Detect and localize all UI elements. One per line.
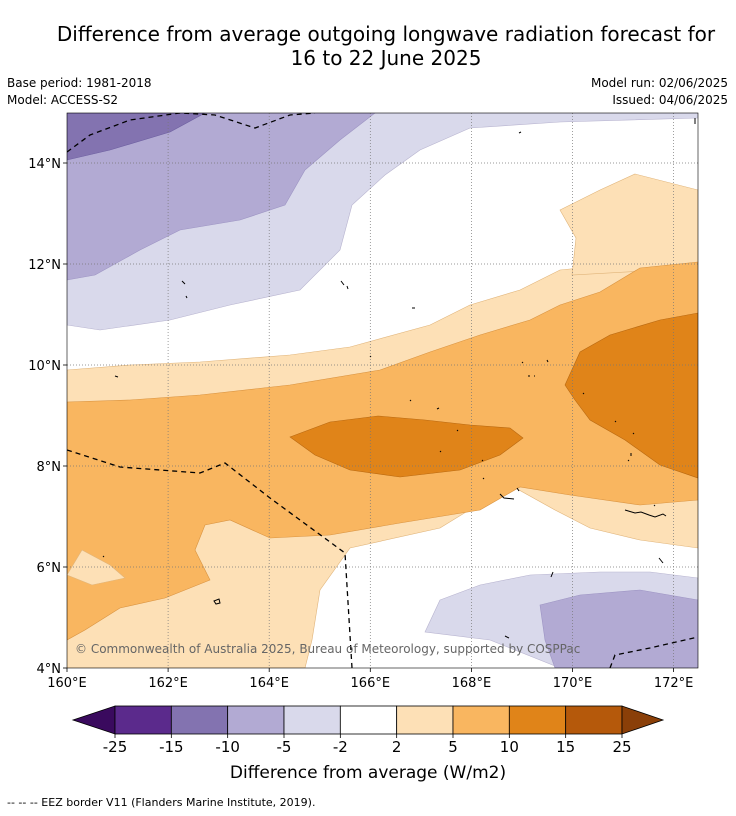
eez-border-north	[67, 113, 316, 153]
colorbar-segment	[396, 705, 454, 735]
latitude-label: 8°N	[37, 460, 62, 475]
eez-legend: -- -- -- EEZ border V11 (Flanders Marine…	[7, 796, 316, 809]
base-period: Base period: 1981-2018	[7, 76, 152, 90]
copyright-text: © Commonwealth of Australia 2025, Bureau…	[75, 642, 580, 656]
colorbar-tick-label: -10	[215, 738, 240, 756]
colorbar-tick-label: 5	[448, 738, 458, 756]
latitude-label: 14°N	[28, 157, 61, 172]
colorbar-segment	[283, 705, 341, 735]
latitude-label: 4°N	[37, 662, 62, 677]
contour-fill-pos-strong-central	[289, 415, 524, 478]
meta-right: Model run: 02/06/2025 Issued: 04/06/2025	[591, 75, 728, 109]
meta-left: Base period: 1981-2018 Model: ACCESS-S2	[7, 75, 152, 109]
eez-border-west	[67, 449, 353, 668]
latitude-label: 12°N	[28, 258, 61, 273]
colorbar-tick-label: -2	[333, 738, 348, 756]
title-line-2: 16 to 22 June 2025	[290, 46, 482, 70]
longitude-label: 160°E	[47, 676, 87, 691]
island-outline	[102, 375, 664, 639]
colorbar-segment	[114, 705, 172, 735]
colorbar-segment	[339, 705, 398, 735]
island-outline	[521, 359, 585, 395]
colorbar-segment	[227, 705, 285, 735]
latitude-labels: 14°N 12°N 10°N 8°N 6°N 4°N	[28, 157, 61, 677]
contour-fill-neg-strong-north	[67, 113, 206, 161]
latitude-label: 10°N	[28, 359, 61, 374]
model-run: Model run: 02/06/2025	[590, 76, 728, 90]
colorbar: -25 -15 -10 -5 -2 2 5 10 15 25	[71, 705, 665, 756]
anomaly-field	[67, 113, 698, 668]
colorbar-tick-label: -5	[277, 738, 292, 756]
longitude-label: 164°E	[249, 676, 289, 691]
island-outline	[499, 487, 667, 518]
island-outline	[181, 280, 349, 299]
colorbar-tick-label: 2	[392, 738, 402, 756]
contour-fill-pos-light-sw	[67, 549, 126, 586]
map-grid	[63, 113, 698, 672]
contour-fill-pos-light-ne	[559, 173, 698, 276]
map-figure: 160°E 162°E 164°E 166°E 168°E 170°E 172°E 14°N…	[28, 112, 699, 783]
longitude-label: 168°E	[452, 676, 492, 691]
colorbar-segment	[170, 705, 229, 735]
contour-fill-pos-strong-east	[564, 312, 698, 479]
issued-date: Issued: 04/06/2025	[612, 93, 728, 107]
colorbar-tick-label: -15	[159, 738, 184, 756]
longitude-labels: 160°E 162°E 164°E 166°E 168°E 170°E 172°E	[47, 676, 693, 691]
longitude-label: 162°E	[148, 676, 188, 691]
colorbar-segment	[452, 705, 510, 735]
colorbar-tick-label: -25	[103, 738, 128, 756]
longitude-label: 170°E	[553, 676, 593, 691]
colorbar-label: Difference from average (W/m2)	[230, 763, 506, 783]
island-outline	[369, 118, 696, 358]
island-outline	[409, 399, 617, 453]
longitude-label: 166°E	[351, 676, 391, 691]
island-outline	[481, 432, 656, 507]
title-line-1: Difference from average outgoing longwav…	[56, 22, 716, 46]
model-name: Model: ACCESS-S2	[7, 93, 119, 107]
longitude-label: 172°E	[654, 676, 694, 691]
colorbar-over-arrow	[621, 705, 665, 735]
eez-border-southeast	[609, 636, 698, 668]
contour-fill-neg-mid-north	[67, 113, 376, 281]
colorbar-tick-label: 10	[500, 738, 519, 756]
contour-fill-neg-mid-south	[539, 589, 698, 668]
island-coastlines	[102, 118, 696, 639]
latitude-label: 6°N	[37, 561, 62, 576]
colorbar-under-arrow	[71, 705, 116, 735]
map-title: Difference from average outgoing longwav…	[0, 22, 736, 70]
colorbar-segment	[565, 705, 623, 735]
colorbar-tick-label: 25	[612, 738, 631, 756]
map-frame	[66, 112, 699, 669]
colorbar-segment	[508, 705, 567, 735]
colorbar-tick-label: 15	[556, 738, 575, 756]
eez-borders	[67, 113, 698, 668]
